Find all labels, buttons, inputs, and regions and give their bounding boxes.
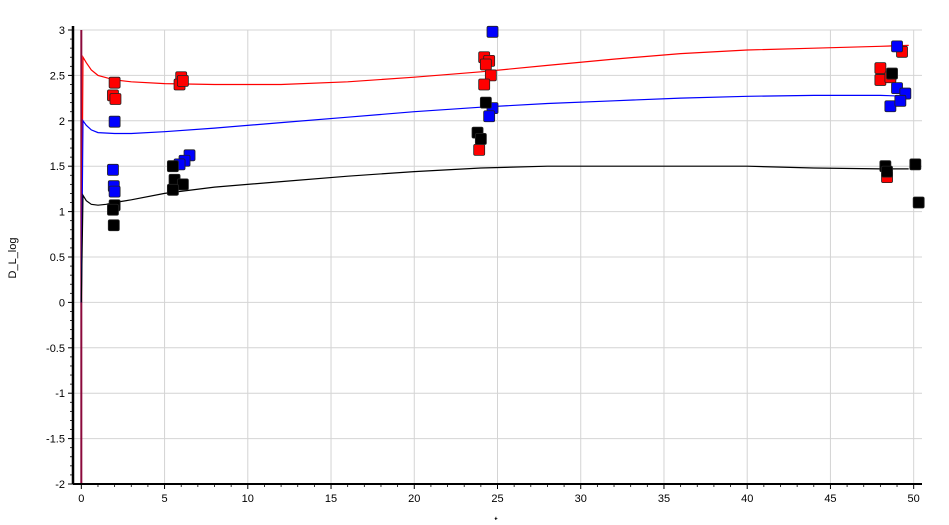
blue-data-point bbox=[107, 163, 119, 176]
axes: 0 5 10 15 20 25 30 35 40 45 50 -2 -1.5 -1 -0.5 0 0.5 1 1.5… bbox=[46, 25, 922, 505]
y-tick-label: 0 bbox=[59, 297, 65, 309]
y-tick-label: 1 bbox=[59, 207, 65, 219]
red-data-point bbox=[478, 78, 491, 91]
data-points bbox=[107, 25, 925, 232]
black-data-point bbox=[107, 219, 120, 232]
red-data-point bbox=[108, 76, 121, 89]
y-tick-label: 1.5 bbox=[50, 161, 65, 173]
x-tick-label: 5 bbox=[161, 493, 167, 505]
blue-data-point bbox=[108, 115, 121, 128]
y-tick-label: 0.5 bbox=[50, 252, 65, 264]
red-data-point bbox=[473, 143, 486, 156]
black-data-point bbox=[107, 203, 119, 216]
black-data-point bbox=[881, 165, 893, 178]
y-tick-label: -1.5 bbox=[46, 434, 65, 446]
black-data-point bbox=[912, 196, 925, 209]
red-data-point bbox=[874, 74, 887, 86]
black-fit-line bbox=[80, 165, 909, 303]
black-data-point bbox=[474, 133, 487, 145]
blue-data-point bbox=[108, 185, 121, 198]
y-tick-label: 2 bbox=[59, 116, 65, 128]
x-axis-label: t bbox=[494, 515, 497, 520]
black-data-point bbox=[176, 178, 189, 191]
x-tick-label: 25 bbox=[491, 493, 503, 505]
red-data-point bbox=[176, 74, 189, 87]
red-data-point bbox=[484, 69, 497, 82]
blue-data-point bbox=[483, 110, 496, 123]
black-data-point bbox=[479, 96, 492, 109]
blue-data-point bbox=[894, 94, 907, 107]
black-data-point bbox=[166, 183, 179, 196]
x-tick-label: 0 bbox=[78, 493, 84, 505]
y-tick-label: 2.5 bbox=[50, 70, 65, 82]
x-tick-label: 15 bbox=[325, 493, 337, 505]
x-tick-label: 30 bbox=[575, 493, 587, 505]
y-axis-label: D_L_log bbox=[7, 238, 19, 279]
red-data-point bbox=[109, 93, 122, 105]
x-tick-label: 10 bbox=[242, 493, 254, 505]
black-data-point bbox=[166, 160, 179, 173]
x-tick-label: 40 bbox=[741, 493, 753, 505]
red-data-point bbox=[874, 62, 887, 75]
red-fit-line bbox=[80, 44, 909, 303]
blue-fit-line bbox=[80, 94, 909, 303]
blue-data-point bbox=[884, 100, 897, 113]
y-tick-label: 3 bbox=[59, 25, 65, 37]
y-tick-label: -1 bbox=[55, 388, 65, 400]
black-data-point bbox=[909, 158, 922, 171]
blue-data-point bbox=[486, 25, 499, 38]
red-data-point bbox=[479, 58, 492, 71]
fitted-lines bbox=[80, 30, 909, 484]
blue-data-point bbox=[891, 40, 903, 53]
black-data-point bbox=[886, 67, 898, 80]
x-tick-label: 45 bbox=[824, 493, 836, 505]
y-tick-label: -2 bbox=[55, 479, 65, 491]
x-tick-label: 20 bbox=[408, 493, 420, 505]
y-tick-label: -0.5 bbox=[46, 343, 65, 355]
x-tick-label: 35 bbox=[658, 493, 670, 505]
x-tick-label: 50 bbox=[908, 493, 920, 505]
